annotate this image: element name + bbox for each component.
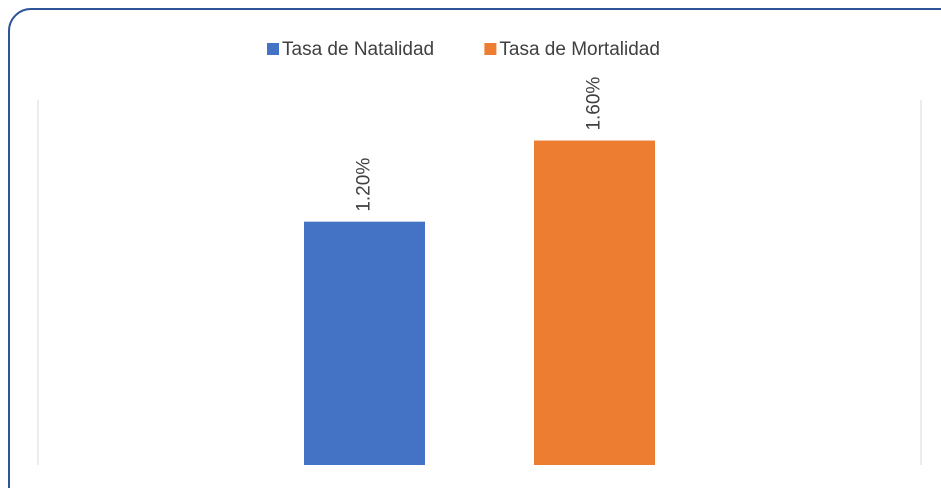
frame xyxy=(8,8,941,488)
legend-swatch xyxy=(484,43,497,55)
data-label: 1.60% xyxy=(584,77,605,131)
bar xyxy=(534,140,655,466)
legend-label: Tasa de Natalidad xyxy=(282,39,434,60)
legend-swatch xyxy=(267,43,279,55)
data-label: 1.20% xyxy=(354,158,375,212)
bar xyxy=(304,221,425,465)
legend-label: Tasa de Mortalidad xyxy=(499,39,660,60)
